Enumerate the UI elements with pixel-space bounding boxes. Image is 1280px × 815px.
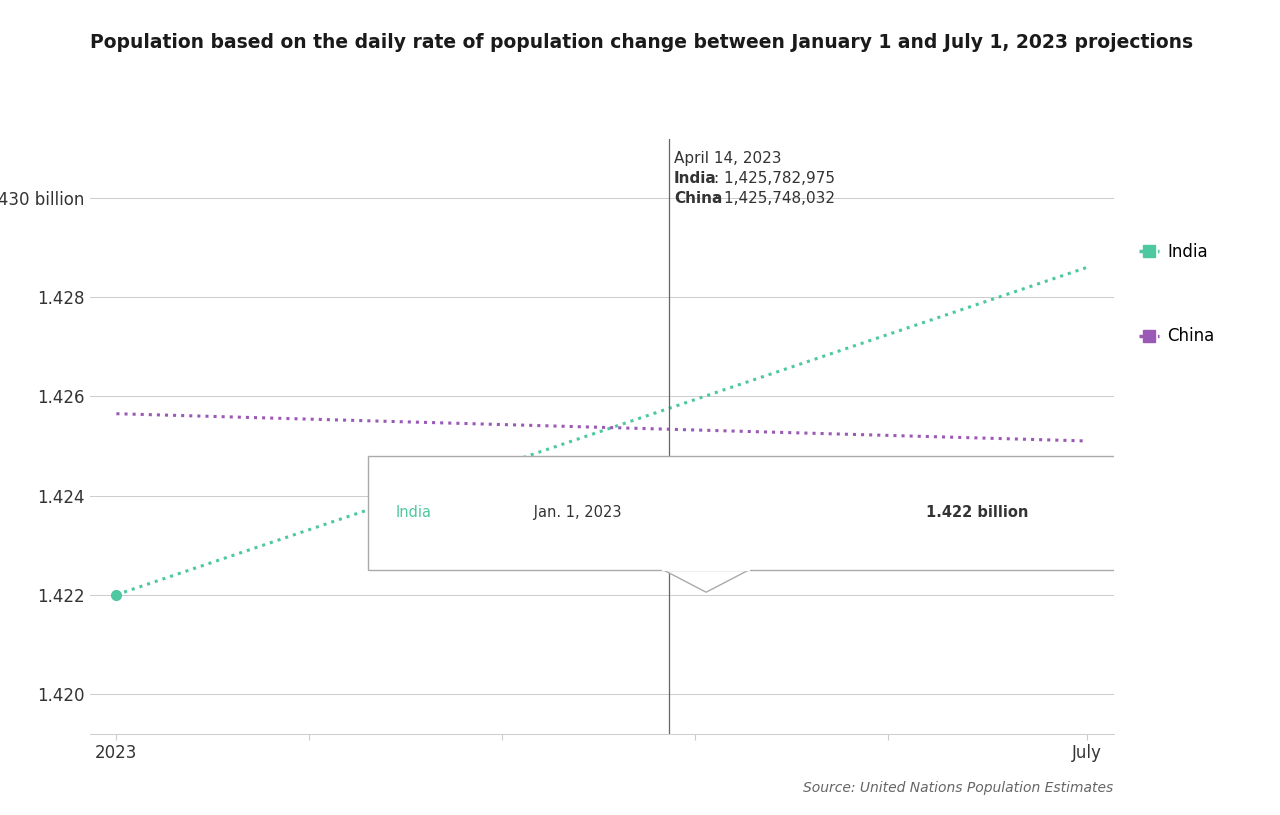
Text: April 14, 2023: April 14, 2023 — [675, 151, 782, 166]
Text: : 1,425,748,032: : 1,425,748,032 — [714, 191, 835, 205]
FancyBboxPatch shape — [369, 456, 1280, 570]
Text: : 1,425,782,975: : 1,425,782,975 — [714, 171, 835, 186]
Text: India: India — [675, 171, 717, 186]
Text: Population based on the daily rate of population change between January 1 and Ju: Population based on the daily rate of po… — [90, 33, 1193, 51]
Text: China: China — [675, 191, 722, 205]
Text: Jan. 1, 2023: Jan. 1, 2023 — [529, 505, 626, 520]
Text: India: India — [396, 505, 431, 520]
Text: 1.422 billion: 1.422 billion — [925, 505, 1028, 520]
Legend: India, China: India, China — [1133, 236, 1221, 352]
Text: Source: United Nations Population Estimates: Source: United Nations Population Estima… — [804, 781, 1114, 795]
Polygon shape — [663, 570, 749, 593]
